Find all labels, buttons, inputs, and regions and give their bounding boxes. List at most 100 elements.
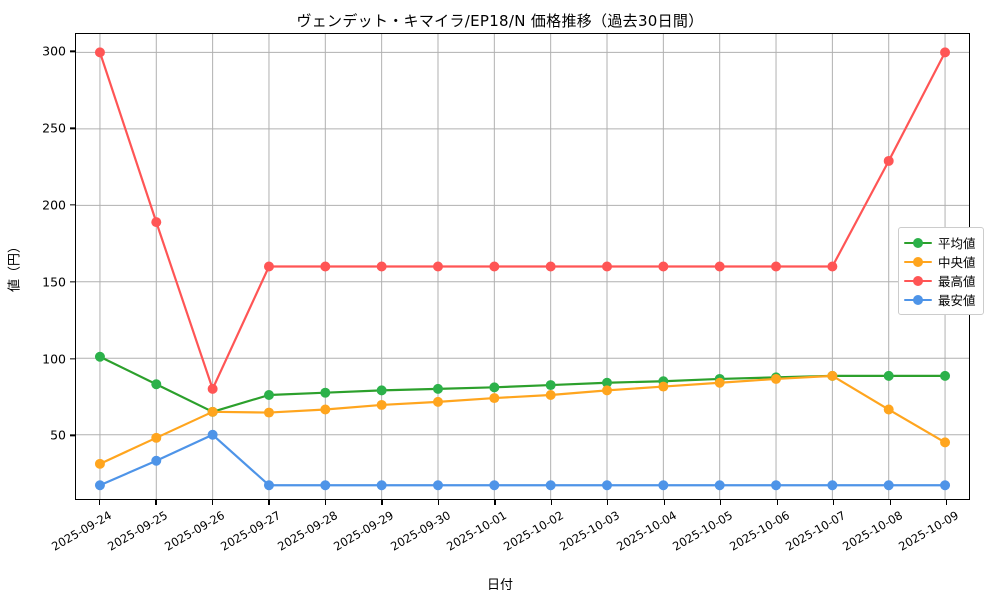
series-marker — [658, 261, 669, 272]
series-marker — [602, 480, 612, 491]
plot-area — [75, 33, 970, 500]
series-marker — [376, 399, 387, 410]
series-marker — [827, 480, 838, 491]
series-marker — [151, 379, 162, 390]
x-tick-mark — [268, 500, 270, 505]
series-marker — [207, 429, 218, 440]
legend-swatch-icon — [904, 274, 932, 288]
series-marker — [883, 155, 894, 166]
series-marker — [883, 480, 894, 491]
series-marker — [151, 217, 162, 228]
series-marker — [433, 480, 443, 491]
chart-legend[interactable]: 平均値中央値 最高値最安値 — [898, 227, 984, 315]
series-marker — [883, 404, 894, 415]
series-marker — [433, 396, 443, 407]
legend-swatch-icon — [904, 293, 932, 307]
x-tick-mark — [663, 500, 665, 505]
y-tick-label: 50 — [50, 427, 66, 443]
series-marker — [320, 387, 331, 398]
series-line — [98, 433, 947, 487]
x-tick-label: 2025-09-28 — [274, 508, 340, 554]
x-tick-mark — [889, 500, 891, 505]
y-tick-label: 300 — [42, 43, 66, 59]
x-tick-label: 2025-10-09 — [896, 508, 961, 554]
series-marker — [151, 455, 162, 466]
series-marker — [545, 390, 556, 400]
x-tick-label: 2025-10-02 — [500, 508, 566, 554]
x-tick-mark — [550, 500, 553, 505]
series-marker — [827, 370, 838, 381]
series-marker — [263, 390, 274, 400]
series-marker — [263, 407, 274, 418]
x-tick-label: 2025-09-26 — [162, 508, 227, 554]
x-tick-mark — [437, 500, 440, 505]
x-tick-label: 2025-09-29 — [331, 508, 397, 554]
series-marker — [376, 385, 387, 396]
series-marker — [658, 480, 669, 491]
legend-label: 最安値 — [938, 293, 976, 308]
x-tick-mark — [720, 500, 722, 505]
y-tick-label: 200 — [42, 197, 66, 213]
x-tick-mark — [381, 500, 383, 505]
series-marker — [940, 370, 951, 381]
series-line — [98, 51, 947, 390]
series-marker — [320, 404, 331, 415]
series-marker — [207, 383, 218, 394]
x-tick-mark — [494, 500, 496, 505]
x-tick-mark — [776, 500, 778, 505]
x-tick-mark — [99, 500, 101, 505]
series-marker — [940, 480, 951, 491]
x-tick-label: 2025-09-24 — [49, 508, 114, 554]
series-marker — [883, 370, 894, 381]
x-tick-label: 2025-10-04 — [613, 508, 679, 554]
series-marker — [433, 383, 443, 394]
series-marker — [376, 480, 387, 491]
series-marker — [940, 47, 951, 58]
legend-swatch-icon — [904, 255, 932, 269]
x-tick-mark — [155, 500, 157, 505]
x-tick-mark — [211, 500, 214, 505]
series-marker — [94, 458, 105, 469]
legend-item[interactable]: 中央値 — [904, 252, 976, 271]
series-marker — [320, 480, 331, 491]
legend-item[interactable]: 最安値 — [904, 290, 976, 309]
legend-label: 平均値 — [938, 236, 976, 251]
series-marker — [376, 261, 387, 272]
series-marker — [545, 261, 556, 272]
series-marker — [771, 480, 782, 491]
x-tick-label: 2025-10-08 — [839, 508, 905, 554]
series-marker — [94, 351, 105, 362]
x-tick-mark — [946, 500, 948, 505]
legend-item[interactable]: 平均値 — [904, 233, 976, 252]
x-tick-label: 2025-10-05 — [670, 508, 736, 554]
y-tick-mark — [70, 204, 75, 206]
series-marker — [771, 373, 782, 384]
series-marker — [489, 480, 500, 491]
y-tick-mark — [70, 358, 75, 360]
legend-label: 中央値 — [938, 255, 976, 270]
series-marker — [602, 385, 612, 396]
series-marker — [320, 261, 331, 272]
series-marker — [207, 406, 218, 417]
x-tick-label: 2025-09-27 — [218, 508, 284, 554]
x-tick-label: 2025-10-06 — [726, 508, 792, 554]
x-tick-mark — [607, 500, 609, 505]
y-tick-mark — [70, 281, 75, 283]
x-tick-label: 2025-09-25 — [105, 508, 171, 554]
y-tick-mark — [70, 127, 75, 129]
series-marker — [489, 261, 500, 272]
series-marker — [151, 432, 162, 443]
y-tick-mark — [70, 50, 75, 53]
y-tick-label: 250 — [42, 120, 66, 136]
series-line — [98, 374, 947, 465]
series-marker — [940, 437, 951, 448]
x-axis-label: 日付 — [486, 578, 513, 593]
chart-title: ヴェンデット・キマイラ/EP18/N 価格推移（過去30日間） — [296, 12, 704, 30]
data-series-layer — [94, 47, 951, 491]
legend-item[interactable]: 最高値 — [904, 271, 976, 290]
series-marker — [545, 380, 556, 391]
series-marker — [714, 261, 725, 272]
